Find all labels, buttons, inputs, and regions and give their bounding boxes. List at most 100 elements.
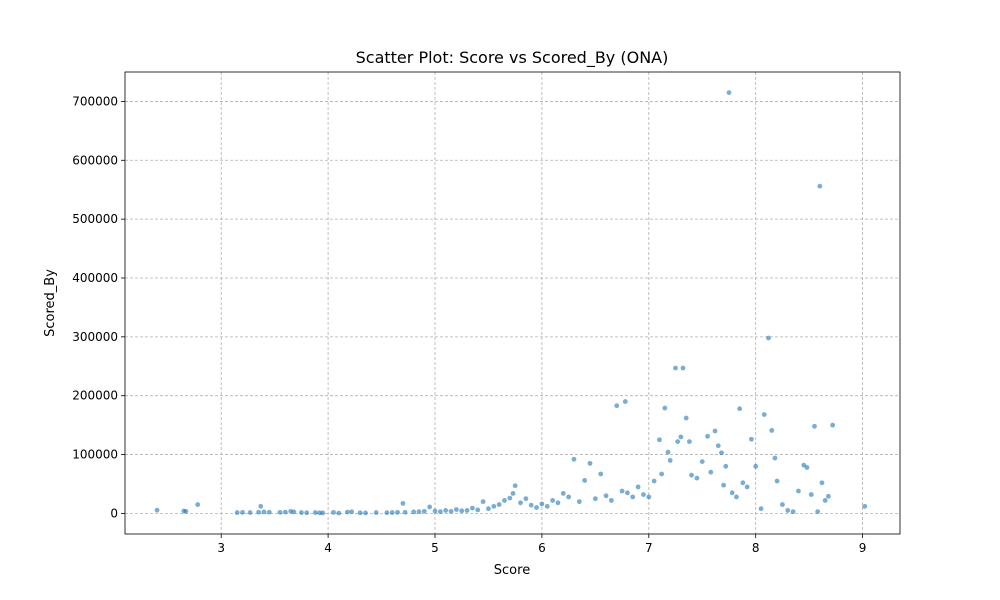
data-point [622, 399, 628, 404]
data-point [566, 494, 572, 500]
data-point [518, 500, 523, 506]
data-point [694, 475, 700, 481]
data-point [373, 510, 379, 515]
y-tick-label: 200000 [72, 389, 118, 403]
data-point [247, 510, 253, 515]
data-point [815, 509, 821, 515]
data-point [312, 510, 318, 515]
data-point [389, 510, 395, 515]
data-point [721, 482, 727, 488]
data-point [349, 509, 355, 515]
data-point [796, 488, 801, 494]
data-point [427, 504, 433, 510]
data-point [402, 509, 408, 515]
plot-frame [124, 71, 901, 535]
data-point [576, 499, 582, 505]
data-point [619, 488, 625, 494]
y-tick-label: 500000 [72, 212, 118, 226]
y-tick-label: 600000 [72, 153, 118, 167]
data-point [510, 490, 516, 496]
data-point [448, 508, 454, 514]
data-point [675, 439, 681, 444]
data-point [298, 510, 304, 515]
data-point [625, 490, 630, 496]
x-axis: 3 4 5 6 7 8 9 [217, 534, 866, 555]
y-tick-label: 400000 [72, 271, 118, 285]
data-point [680, 365, 686, 371]
data-point [512, 483, 518, 489]
data-point [651, 478, 657, 484]
data-point [812, 423, 817, 429]
data-point [154, 507, 160, 513]
data-point [502, 498, 507, 503]
x-tick-label: 9 [859, 541, 867, 555]
data-point [544, 503, 550, 509]
data-point [183, 508, 189, 514]
data-point [240, 509, 245, 515]
x-tick-label: 3 [217, 541, 225, 555]
data-point [790, 509, 796, 515]
data-point [432, 508, 438, 514]
data-point [234, 510, 240, 515]
data-point [687, 439, 692, 444]
x-tick-label: 7 [645, 541, 653, 555]
data-point [646, 494, 652, 500]
data-point [560, 490, 566, 496]
data-point [683, 415, 689, 421]
data-point [785, 508, 791, 513]
data-point [523, 496, 529, 502]
data-point [416, 509, 422, 515]
x-tick-label: 5 [431, 541, 439, 555]
data-point [635, 484, 641, 490]
data-point [571, 456, 577, 462]
data-point [817, 183, 823, 189]
data-point [539, 501, 545, 507]
grid-lines [125, 72, 900, 534]
x-tick-label: 6 [538, 541, 546, 555]
data-point [753, 463, 759, 469]
data-point [336, 510, 342, 516]
data-point [331, 509, 336, 515]
data-point [421, 508, 427, 514]
data-point [830, 422, 836, 428]
data-point [470, 505, 475, 511]
data-point [608, 498, 614, 503]
data-point [667, 458, 673, 463]
x-tick-label: 4 [324, 541, 332, 555]
data-point [443, 508, 449, 513]
data-point [673, 365, 678, 371]
data-point [437, 509, 443, 515]
x-tick-label: 8 [752, 541, 760, 555]
data-point [587, 460, 593, 466]
data-point [291, 509, 297, 515]
data-point [400, 500, 406, 506]
data-point [758, 506, 764, 512]
data-point [726, 90, 732, 95]
data-point [659, 471, 665, 477]
data-point [808, 492, 814, 497]
data-point [304, 510, 310, 516]
data-point [357, 510, 363, 516]
data-point [761, 412, 767, 417]
data-point [592, 496, 598, 502]
data-point [630, 494, 636, 500]
data-point [411, 509, 417, 515]
x-axis-label: Score [494, 563, 530, 578]
data-point [261, 509, 267, 515]
data-point [737, 406, 743, 412]
y-tick-label: 100000 [72, 448, 118, 462]
y-tick-label: 300000 [72, 330, 118, 344]
data-point [662, 405, 668, 411]
data-point [534, 505, 539, 510]
data-point [705, 433, 710, 439]
data-point [555, 500, 561, 506]
data-point [780, 502, 785, 507]
data-point [774, 478, 780, 484]
data-point [657, 437, 662, 443]
data-point [491, 503, 497, 509]
data-point [266, 509, 272, 515]
data-point [749, 436, 754, 442]
data-point [507, 495, 513, 501]
data-point [603, 493, 609, 499]
